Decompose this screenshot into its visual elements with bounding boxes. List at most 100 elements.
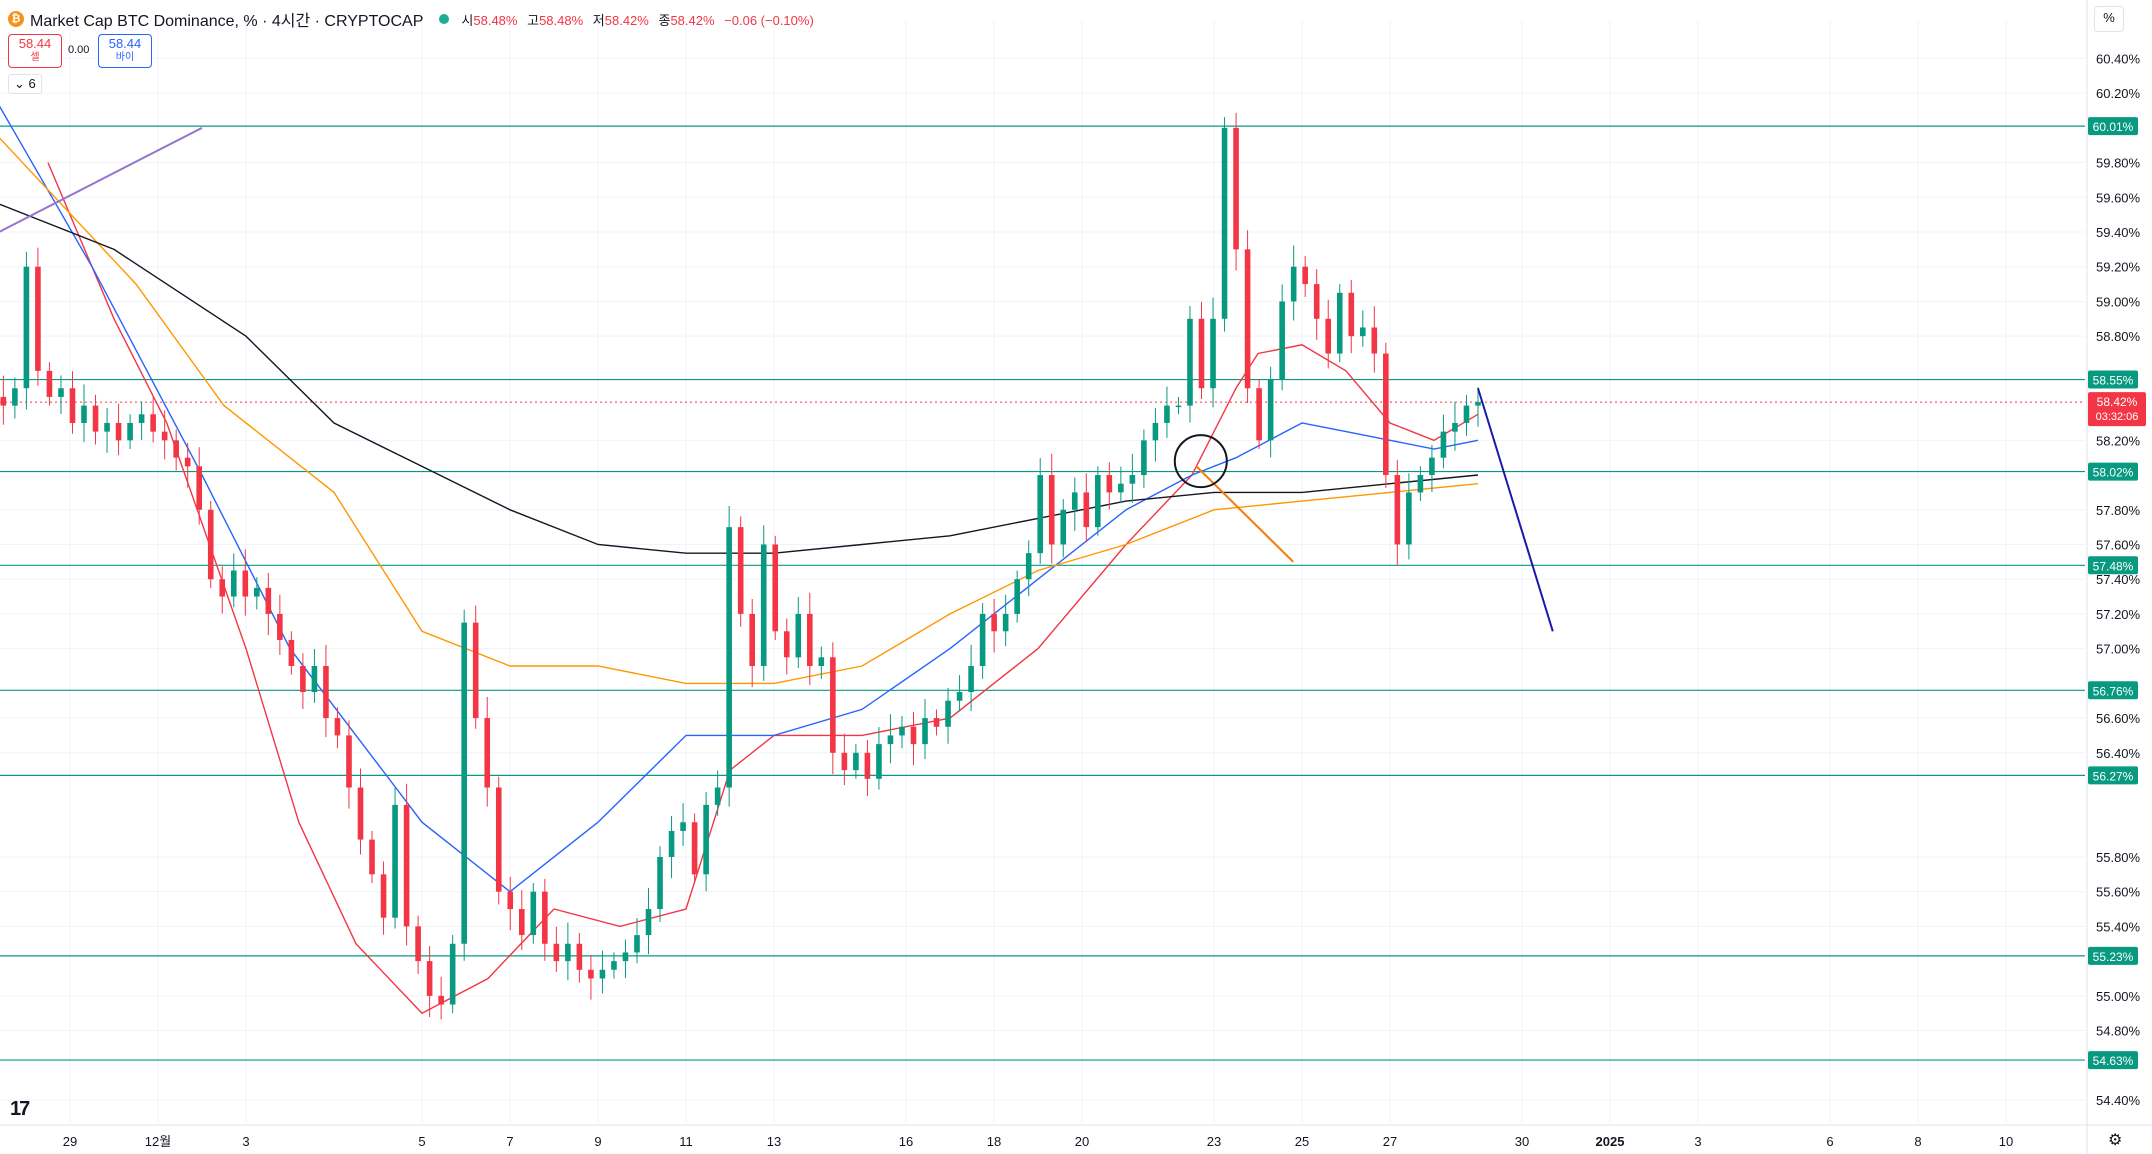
tradingview-logo-icon[interactable]: 17 xyxy=(10,1098,30,1120)
candle-body xyxy=(115,422,122,441)
price-tick-label: 57.20% xyxy=(2096,607,2141,622)
sell-price: 58.44 xyxy=(18,36,52,51)
candle-body xyxy=(1279,301,1285,380)
candle-body xyxy=(0,396,7,406)
level-label-bg xyxy=(2088,370,2138,389)
candle-body xyxy=(910,726,917,745)
candle-body xyxy=(760,544,767,666)
candle-body xyxy=(749,613,756,666)
candle-body xyxy=(1429,457,1435,476)
candle-body xyxy=(783,631,790,658)
candle-body xyxy=(1187,318,1193,406)
price-axis[interactable]: 60.40% 60.20% 59.80% 59.60% 59.40% 59.20% 59.0… xyxy=(2086,0,2141,1154)
candle-body xyxy=(35,266,41,371)
time-tick-label: 3 xyxy=(242,1134,249,1149)
time-axis[interactable]: 272912월3579111316182023252730202536810 xyxy=(0,1124,2152,1149)
candle-body xyxy=(1106,475,1113,493)
price-tick-label: 58.20% xyxy=(2096,433,2141,448)
level-label-bg xyxy=(2088,946,2138,965)
candle-body xyxy=(611,961,617,970)
candle-body xyxy=(1359,327,1366,337)
settings-gear-icon[interactable]: ⚙ xyxy=(2108,1132,2123,1149)
horizontal-levels[interactable]: 60.01% 58.55% 58.02% 57.48% 56.76% 56.27% 55.2… xyxy=(0,117,2146,1070)
bitcoin-icon: ₿ xyxy=(8,11,24,27)
candle-body xyxy=(599,969,606,979)
candle-body xyxy=(991,613,997,632)
candle-body xyxy=(945,700,951,727)
sell-label: 셀 xyxy=(30,52,40,63)
price-tick-label: 55.00% xyxy=(2096,989,2141,1004)
candle-body xyxy=(864,752,871,779)
level-label-bg xyxy=(2088,681,2138,700)
candle-body xyxy=(703,804,709,875)
candle-body xyxy=(1164,405,1170,423)
candle-body xyxy=(1002,613,1009,632)
level-label: 58.55% xyxy=(2093,374,2134,388)
ohlc-readout: 시58.48% 고58.48% 저58.42% 종58.42% −0.06 (−… xyxy=(461,10,813,29)
candle-body xyxy=(449,943,456,1005)
last-price-label-bg xyxy=(2088,392,2146,427)
candle-body xyxy=(588,969,594,979)
candle-body xyxy=(92,405,99,432)
candle-body xyxy=(150,414,156,432)
candle-body xyxy=(1014,579,1020,614)
candle-body xyxy=(369,839,375,875)
candle-body xyxy=(58,388,64,397)
time-tick-label: 13 xyxy=(767,1134,781,1149)
candle-body xyxy=(726,527,732,788)
candle-body xyxy=(484,718,491,788)
high-label: 고 xyxy=(527,12,540,28)
candle-body xyxy=(979,613,986,666)
buy-button[interactable]: 58.44 바이 xyxy=(98,34,152,68)
chart-title[interactable]: Market Cap BTC Dominance, % · 4시간 · CRYP… xyxy=(30,13,424,30)
candle-body xyxy=(668,830,675,857)
candle-body xyxy=(1348,292,1355,337)
candle-body xyxy=(184,457,191,467)
candle-body xyxy=(1175,405,1182,408)
price-tick-label: 54.80% xyxy=(2096,1024,2141,1039)
price-tick-label: 59.60% xyxy=(2096,190,2141,205)
level-label-bg xyxy=(2088,117,2138,136)
candle-body xyxy=(1198,318,1205,389)
trendline-drawing xyxy=(0,126,203,233)
candle-body xyxy=(714,787,721,805)
candle-body xyxy=(876,744,882,779)
candle-body xyxy=(392,804,398,918)
last-price-label: 58.42% xyxy=(2097,395,2138,409)
price-tick-label: 57.40% xyxy=(2096,572,2141,587)
trendline-drawing xyxy=(1195,465,1294,563)
candle-body xyxy=(1394,475,1401,545)
candle-body xyxy=(922,718,928,745)
percent-unit-button[interactable]: % xyxy=(2094,6,2124,32)
candle-body xyxy=(795,613,802,658)
candle-body xyxy=(1383,353,1389,476)
candle-body xyxy=(807,613,813,666)
candle-body xyxy=(1244,249,1251,389)
level-label-bg xyxy=(2088,462,2138,481)
candle-body xyxy=(691,822,698,875)
candle-body xyxy=(680,822,686,831)
candle-body xyxy=(81,405,87,423)
candle-body xyxy=(1233,127,1239,250)
candle-body xyxy=(415,926,421,962)
level-label-bg xyxy=(2088,766,2138,785)
drawings[interactable] xyxy=(0,126,1554,632)
price-tick-label: 55.60% xyxy=(2096,885,2141,900)
high-value: 58.48% xyxy=(539,12,584,28)
candle-body xyxy=(1440,431,1447,458)
sell-button[interactable]: 58.44 셀 xyxy=(8,34,62,68)
candle-body xyxy=(1129,475,1136,484)
moving-average-line xyxy=(0,203,1479,554)
level-label-bg xyxy=(2088,556,2138,575)
candle-body xyxy=(277,613,283,640)
candle-body xyxy=(956,692,963,701)
candle-body xyxy=(127,422,133,441)
time-tick-label: 12월 xyxy=(145,1134,171,1149)
price-tick-label: 56.60% xyxy=(2096,711,2141,726)
time-tick-label: 25 xyxy=(1295,1134,1309,1149)
time-tick-label: 16 xyxy=(899,1134,913,1149)
indicators-toggle[interactable]: ⌄ 6 xyxy=(8,74,42,94)
time-tick-label: 5 xyxy=(418,1134,425,1149)
